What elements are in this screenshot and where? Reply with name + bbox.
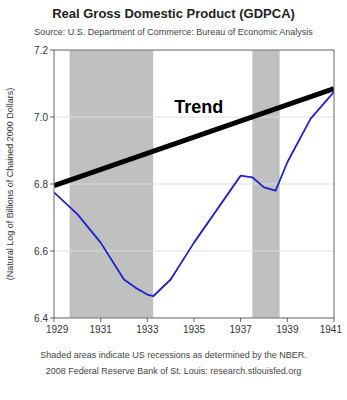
x-tick <box>54 318 55 322</box>
plot-background <box>54 50 334 318</box>
y-tick <box>50 184 54 185</box>
chart: Real Gross Domestic Product (GDPCA) Sourc… <box>0 0 347 400</box>
plot-frame <box>54 50 334 318</box>
y-tick <box>50 318 54 319</box>
grid-line <box>54 251 334 252</box>
y-axis-label: (Natural Log of Billions of Chained 2000… <box>5 88 15 281</box>
x-tick-label: 1931 <box>90 324 113 335</box>
y-tick-label: 7.0 <box>34 112 48 123</box>
data-line <box>54 92 334 296</box>
y-tick-label: 6.4 <box>34 313 48 324</box>
y-tick-label: 7.2 <box>34 45 48 56</box>
footnote: Shaded areas indicate US recessions as d… <box>40 350 307 360</box>
x-tick <box>334 318 335 322</box>
plot-area <box>54 50 334 318</box>
y-tick <box>50 50 54 51</box>
y-tick <box>50 117 54 118</box>
x-tick <box>287 318 288 322</box>
x-tick-label: 1941 <box>320 324 343 335</box>
x-tick-label: 1939 <box>276 324 299 335</box>
x-tick-label: 1937 <box>230 324 253 335</box>
x-tick <box>147 318 148 322</box>
x-tick <box>240 318 241 322</box>
footnote: 2008 Federal Reserve Bank of St. Louis: … <box>46 366 302 376</box>
x-tick-label: 1929 <box>46 324 69 335</box>
y-tick-label: 6.8 <box>34 179 48 190</box>
x-tick-label: 1933 <box>136 324 159 335</box>
annotation: Trend <box>174 97 223 117</box>
y-tick <box>50 251 54 252</box>
subtitle: Source: U.S. Department of Commerce: Bur… <box>34 27 313 37</box>
trend-line <box>54 89 334 186</box>
title: Real Gross Domestic Product (GDPCA) <box>52 6 295 21</box>
grid-line <box>54 184 334 185</box>
x-tick <box>194 318 195 322</box>
y-tick-label: 6.6 <box>34 246 48 257</box>
x-tick-label: 1935 <box>183 324 206 335</box>
x-tick <box>100 318 101 322</box>
